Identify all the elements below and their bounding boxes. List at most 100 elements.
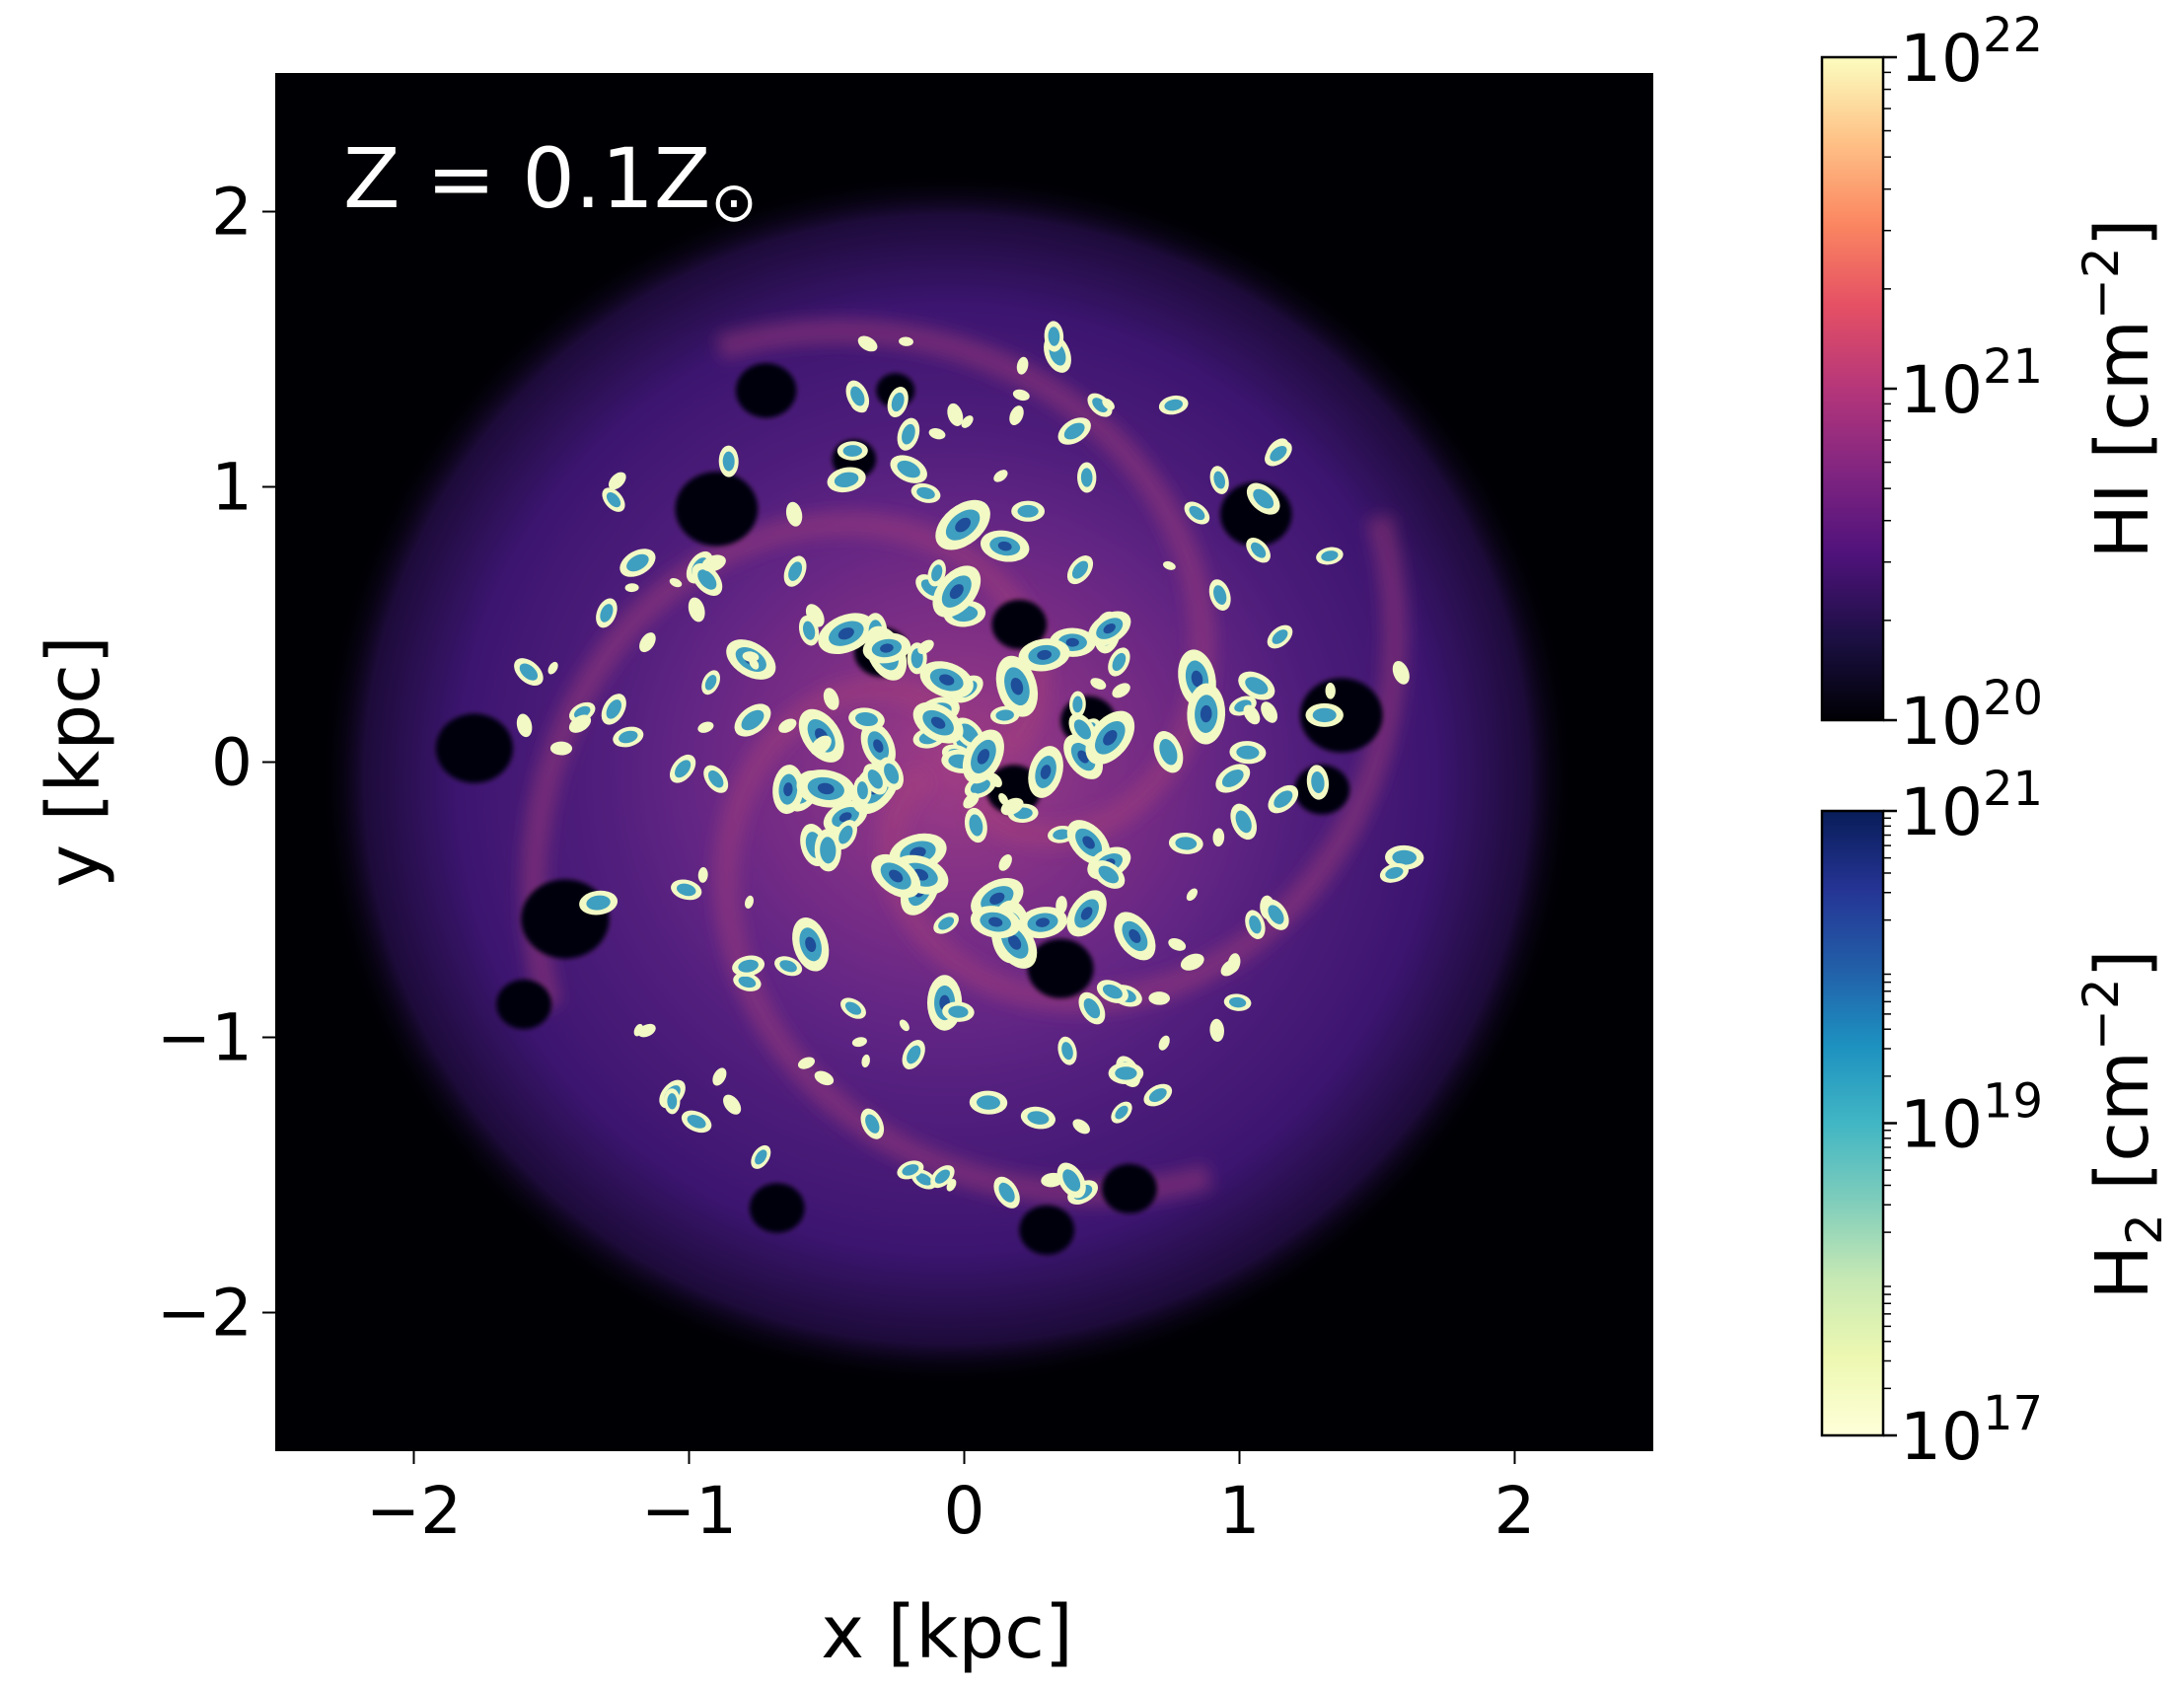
h2-clump bbox=[703, 765, 729, 793]
feedback-bubble bbox=[1102, 1163, 1157, 1214]
h2-clump bbox=[742, 651, 760, 662]
h2-clump bbox=[701, 670, 721, 696]
h2-clump bbox=[851, 1037, 867, 1048]
h2-clump bbox=[1230, 803, 1258, 841]
colorbar-tick-label: 1021 bbox=[1900, 339, 2043, 428]
colorbar-tick-label: 1017 bbox=[1900, 1386, 2043, 1475]
h2-clump bbox=[980, 530, 1030, 562]
h2-colorbar-ticks: 1021 1019 1017 bbox=[1883, 762, 2043, 1475]
h2-clump bbox=[692, 563, 723, 596]
feedback-bubble bbox=[675, 472, 759, 547]
h2-clump bbox=[734, 703, 771, 737]
h2-clump bbox=[671, 879, 702, 901]
h2-clump bbox=[845, 380, 870, 412]
hi-colorbar-label: HI [cm−2] bbox=[2073, 218, 2165, 558]
h2-colorbar-label: H2 [cm−2] bbox=[2073, 949, 2173, 1299]
h2-clump bbox=[712, 1067, 727, 1086]
h2-clump bbox=[862, 632, 911, 664]
h2-clump bbox=[669, 577, 683, 588]
h2-clump bbox=[912, 701, 964, 744]
h2-clump bbox=[1246, 482, 1280, 515]
y-tick-label: −2 bbox=[157, 1276, 253, 1352]
h2-clump bbox=[516, 713, 533, 738]
h2-clump bbox=[1087, 611, 1131, 646]
hi-colorbar-ticks: 1022 1021 1020 bbox=[1883, 8, 2043, 760]
h2-clump bbox=[601, 694, 626, 725]
h2-clump bbox=[1392, 661, 1410, 685]
feedback-bubble bbox=[991, 599, 1048, 650]
h2-clump bbox=[1305, 702, 1344, 727]
h2-clump bbox=[970, 906, 1021, 939]
h2-clump bbox=[995, 655, 1039, 717]
h2-clump bbox=[785, 501, 803, 527]
h2-clump bbox=[962, 729, 1004, 784]
h2-clump bbox=[933, 913, 959, 934]
h2-clump bbox=[899, 1019, 910, 1032]
metallicity-annotation: Z = 0.1Z⊙ bbox=[343, 130, 757, 235]
x-tick-label: 2 bbox=[1494, 1473, 1536, 1549]
h2-clump bbox=[897, 1160, 924, 1180]
h2-clump bbox=[1090, 678, 1107, 690]
feedback-bubble bbox=[435, 713, 513, 783]
h2-clump bbox=[988, 772, 1002, 788]
h2-clump bbox=[961, 415, 974, 428]
h2-clump bbox=[1108, 647, 1130, 677]
h2-clump bbox=[930, 1165, 955, 1189]
h2-clump bbox=[1306, 765, 1330, 800]
h2-clump bbox=[871, 853, 921, 899]
h2-clump bbox=[860, 1108, 885, 1139]
h2-clump bbox=[1000, 797, 1024, 816]
y-axis: −2 −1 0 1 2 bbox=[157, 175, 276, 1352]
h2-clumps bbox=[514, 321, 1424, 1209]
h2-clump bbox=[688, 597, 705, 623]
h2-clump bbox=[947, 403, 964, 426]
h2-clump bbox=[1011, 500, 1046, 522]
h2-clump bbox=[827, 467, 866, 493]
h2-clump bbox=[608, 472, 626, 490]
h2-clump bbox=[840, 997, 866, 1019]
h2-clump bbox=[1245, 910, 1266, 939]
h2-clump bbox=[910, 482, 941, 503]
h2-clump bbox=[797, 1057, 816, 1069]
h2-clump bbox=[568, 714, 592, 733]
h2-clump bbox=[964, 807, 987, 843]
h2-clump bbox=[897, 417, 920, 451]
h2-clump bbox=[1044, 321, 1064, 352]
hi-colorbar: 1022 1021 1020 HI [cm−2] bbox=[1820, 8, 2165, 760]
h2-clump bbox=[834, 820, 857, 850]
h2-clump bbox=[1009, 405, 1024, 426]
h2-clump bbox=[1066, 890, 1107, 937]
h2-clump bbox=[993, 470, 1008, 482]
plot-area bbox=[276, 74, 1652, 1450]
h2-clump bbox=[1072, 1119, 1090, 1135]
h2-clump bbox=[989, 705, 1020, 725]
h2-clump bbox=[1111, 1101, 1132, 1124]
hi-colorbar-gradient bbox=[1820, 55, 1885, 722]
h2-clump bbox=[932, 565, 982, 618]
h2-colorbar-gradient bbox=[1820, 809, 1885, 1437]
h2-clump bbox=[783, 555, 807, 587]
h2-clump bbox=[1012, 389, 1030, 402]
h2-clump bbox=[1168, 937, 1187, 951]
h2-clump bbox=[637, 1023, 656, 1038]
h2-clump bbox=[993, 1176, 1020, 1209]
h2-clump bbox=[928, 428, 946, 440]
h2-clump bbox=[927, 559, 946, 587]
h2-clump bbox=[1209, 1018, 1224, 1043]
h2-clump bbox=[1186, 888, 1199, 902]
h2-clump bbox=[1056, 896, 1067, 915]
feedback-bubble bbox=[749, 1183, 805, 1233]
h2-clump bbox=[1153, 731, 1184, 773]
x-tick-label: −2 bbox=[366, 1473, 462, 1549]
x-tick-label: 1 bbox=[1219, 1473, 1261, 1549]
h2-clump bbox=[1267, 624, 1293, 649]
h2-clump bbox=[1148, 991, 1171, 1005]
h2-clump bbox=[1379, 862, 1409, 883]
h2-clump bbox=[1018, 907, 1067, 939]
h2-clump bbox=[899, 336, 913, 346]
h2-clump bbox=[723, 1094, 742, 1115]
h2-clump bbox=[810, 735, 832, 756]
h2-clump bbox=[1096, 980, 1128, 1003]
h2-clump bbox=[796, 769, 856, 808]
h2-clump bbox=[1158, 395, 1189, 415]
